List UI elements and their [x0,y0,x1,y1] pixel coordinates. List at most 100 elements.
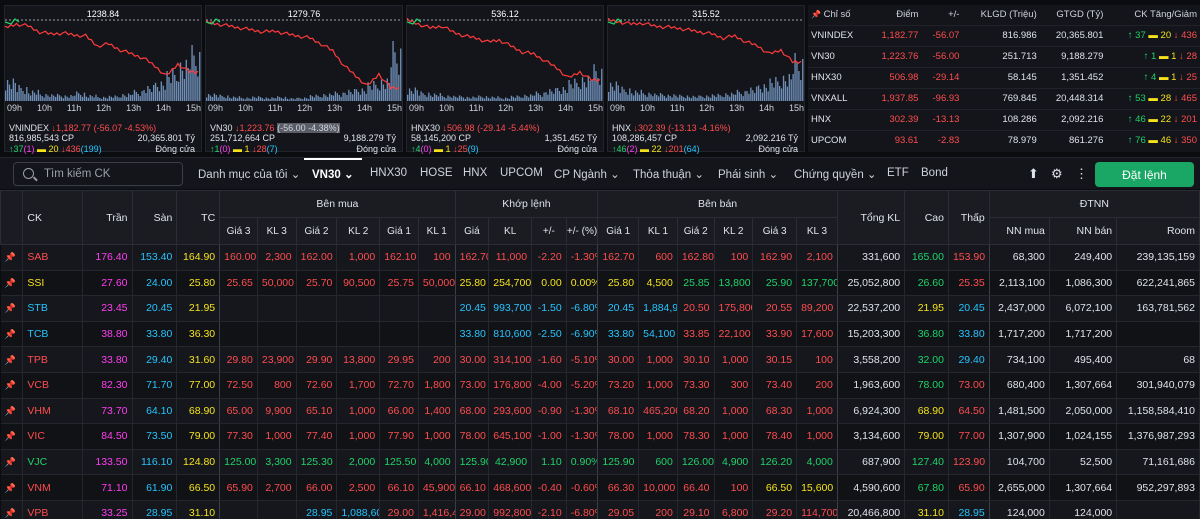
cell: -0.60% [566,474,599,501]
stock-symbol[interactable]: TCB [22,321,83,348]
gear-icon[interactable]: ⚙ [1051,166,1063,181]
stock-row[interactable]: 📌 VJC 133.50 116.10 124.80 125.00 3,300 125.30 2… [0,449,1200,476]
pin-icon[interactable]: 📌 [4,277,16,288]
index-row[interactable]: VNINDEX 1,182.77 -56.07 816.986 20,365.801 ↑ … [808,24,1200,46]
pin-cell[interactable]: 📌 [0,346,24,373]
tab-hnx30[interactable]: HNX30 [370,167,408,179]
mini-chart-vnindex[interactable]: 1238.84 09h 10h 11h 12h 13h 14h 15h VNINDEX ↓1,1… [4,5,202,154]
advancers: ↑4 [411,144,421,154]
index-row[interactable]: UPCOM 93.61 -2.83 78.979 861.276 ↑ 76 ▬ 46 ↓ … [808,129,1200,151]
stock-row[interactable]: 📌 STB 23.45 20.45 21.95 20.45 993,700 -1.50 -6.8… [0,295,1200,322]
stock-symbol[interactable]: SSI [22,270,83,297]
advancers: ↑37 [9,144,24,154]
pin-icon[interactable]: 📌 [4,380,16,391]
pin-icon[interactable]: 📌 [4,508,16,519]
tab-etf[interactable]: ETF [887,167,909,179]
tab-thoa-thuan[interactable]: Thỏa thuận ⌄ [633,169,705,181]
cell: 71,161,686 [1116,449,1200,476]
volume-bar [56,93,59,101]
stock-symbol[interactable]: VPB [22,500,83,519]
search-input[interactable]: Tìm kiếm CK [13,162,183,186]
tab-vn30[interactable]: VN30 ⌄ [312,169,354,181]
pin-icon[interactable]: 📌 [4,405,16,416]
volume-bar [497,96,499,101]
stock-row[interactable]: 📌 SSI 27.60 24.00 25.80 25.65 50,000 25.70 90,50… [0,270,1200,297]
cell: 1,086,300 [1049,270,1118,297]
upload-icon[interactable]: ⬆ [1028,166,1039,181]
tab-bond[interactable]: Bond [921,167,948,179]
index-volume-line: 58,145,200 CP 1,351.452 Tỷ [411,133,601,143]
cell: 71.10 [82,474,133,501]
index-row[interactable]: VNXALL 1,937.85 -96.93 769.845 20,448.314 ↑ 5… [808,87,1200,109]
pin-cell[interactable]: 📌 [0,295,24,322]
tab-upcom[interactable]: UPCOM [500,167,543,179]
more-vertical-icon[interactable]: ⋮ [1075,166,1088,181]
volume-bar [529,94,532,101]
tab-phai-sinh[interactable]: Phái sinh ⌄ [718,169,779,181]
index-row[interactable]: VN30 1,223.76 -56.00 251.713 9,188.279 ↑ 1 ▬ … [808,45,1200,67]
cell: 78.00 [455,423,490,450]
volume-bar [595,71,597,101]
volume-bar [435,95,438,101]
pin-cell[interactable]: 📌 [0,474,24,501]
volume-bar [677,97,679,101]
index-row[interactable]: HNX30 506.98 -29.14 58.145 1,351.452 ↑ 4 ▬ 1 … [808,66,1200,88]
col-sub-header: KL 1 [638,217,678,245]
stock-symbol[interactable]: SAB [22,244,83,271]
stock-symbol[interactable]: VHM [22,398,83,425]
pin-icon[interactable]: 📌 [4,431,16,442]
volume-bar [269,99,271,101]
stock-symbol[interactable]: VCB [22,372,83,399]
place-order-button[interactable]: Đặt lệnh [1095,162,1194,187]
tab-hnx[interactable]: HNX [463,167,488,179]
stock-symbol[interactable]: VJC [22,449,83,476]
volume-bar [97,97,99,101]
col-change: +/- [948,9,960,21]
stock-row[interactable]: 📌 VCB 82.30 71.70 77.00 72.50 800 72.60 1,700 72.… [0,372,1200,399]
pin-icon[interactable]: 📌 [4,457,16,468]
stock-row[interactable]: 📌 VNM 71.10 61.90 66.50 65.90 2,700 66.00 2,500 6… [0,474,1200,501]
pin-cell[interactable]: 📌 [0,398,24,425]
cell: 468,600 [488,474,533,501]
tab-chung-quyen[interactable]: Chứng quyền ⌄ [794,169,877,181]
index-row[interactable]: HNX 302.39 -13.13 108.286 2,092.216 ↑ 46 ▬ 22… [808,108,1200,130]
stock-symbol[interactable]: STB [22,295,83,322]
mini-chart-hnx30[interactable]: 536.12 09h 10h 11h 12h 13h 14h 15h HNX30 ↓506.98… [406,5,604,154]
pin-icon[interactable]: 📌 [4,252,16,263]
pin-cell[interactable]: 📌 [0,423,24,450]
stock-row[interactable]: 📌 TCB 38.80 33.80 36.30 33.80 810,600 -2.50 -6.9… [0,321,1200,348]
stock-row[interactable]: 📌 VHM 73.70 64.10 68.90 65.00 9,900 65.10 1,000 6… [0,398,1200,425]
volume-bar [707,96,710,101]
pin-icon[interactable]: 📌 [4,329,16,340]
pin-cell[interactable]: 📌 [0,321,24,348]
volume-bar [512,96,515,101]
pin-icon[interactable]: 📌 [4,354,16,365]
volume-bar [29,95,32,101]
cell: 116.10 [132,449,178,476]
cell: 175,800 [714,295,754,322]
index-value: 9,188.279 Tỷ [343,133,396,143]
tab-cp-nganh[interactable]: CP Ngành ⌄ [554,169,620,181]
stock-symbol[interactable]: VIC [22,423,83,450]
stock-row[interactable]: 📌 SAB 176.40 153.40 164.90 160.00 2,300 162.00 1… [0,244,1200,271]
stock-row[interactable]: 📌 TPB 33.80 29.40 31.60 29.80 23,900 29.90 13,80… [0,346,1200,373]
mini-chart-vn30[interactable]: 1279.76 09h 10h 11h 12h 13h 14h 15h VN30 ↓1,223.… [205,5,403,154]
volume-bar [112,97,114,101]
tab-danh-muc[interactable]: Danh mục của tôi ⌄ [198,169,301,181]
chevron-down-icon: ⌄ [694,169,705,181]
pin-cell[interactable]: 📌 [0,244,24,271]
stock-symbol[interactable]: TPB [22,346,83,373]
volume-bar [145,93,147,101]
stock-row[interactable]: 📌 VIC 84.50 73.50 79.00 77.30 1,000 77.40 1,000 7… [0,423,1200,450]
stock-symbol[interactable]: VNM [22,474,83,501]
pin-cell[interactable]: 📌 [0,500,24,519]
stock-row[interactable]: 📌VPB33.2528.9531.1028.951,088,60029.001,… [0,500,1200,519]
mini-chart-hnx[interactable]: 315.52 09h 10h 11h 12h 13h 14h 15h HNX ↓302.39 (… [607,5,805,154]
pin-cell[interactable]: 📌 [0,270,24,297]
pin-icon[interactable]: 📌 [4,303,16,314]
time-tick: 13h [528,103,544,113]
pin-cell[interactable]: 📌 [0,449,24,476]
pin-icon[interactable]: 📌 [4,482,16,493]
pin-cell[interactable]: 📌 [0,372,24,399]
tab-hose[interactable]: HOSE [420,167,453,179]
